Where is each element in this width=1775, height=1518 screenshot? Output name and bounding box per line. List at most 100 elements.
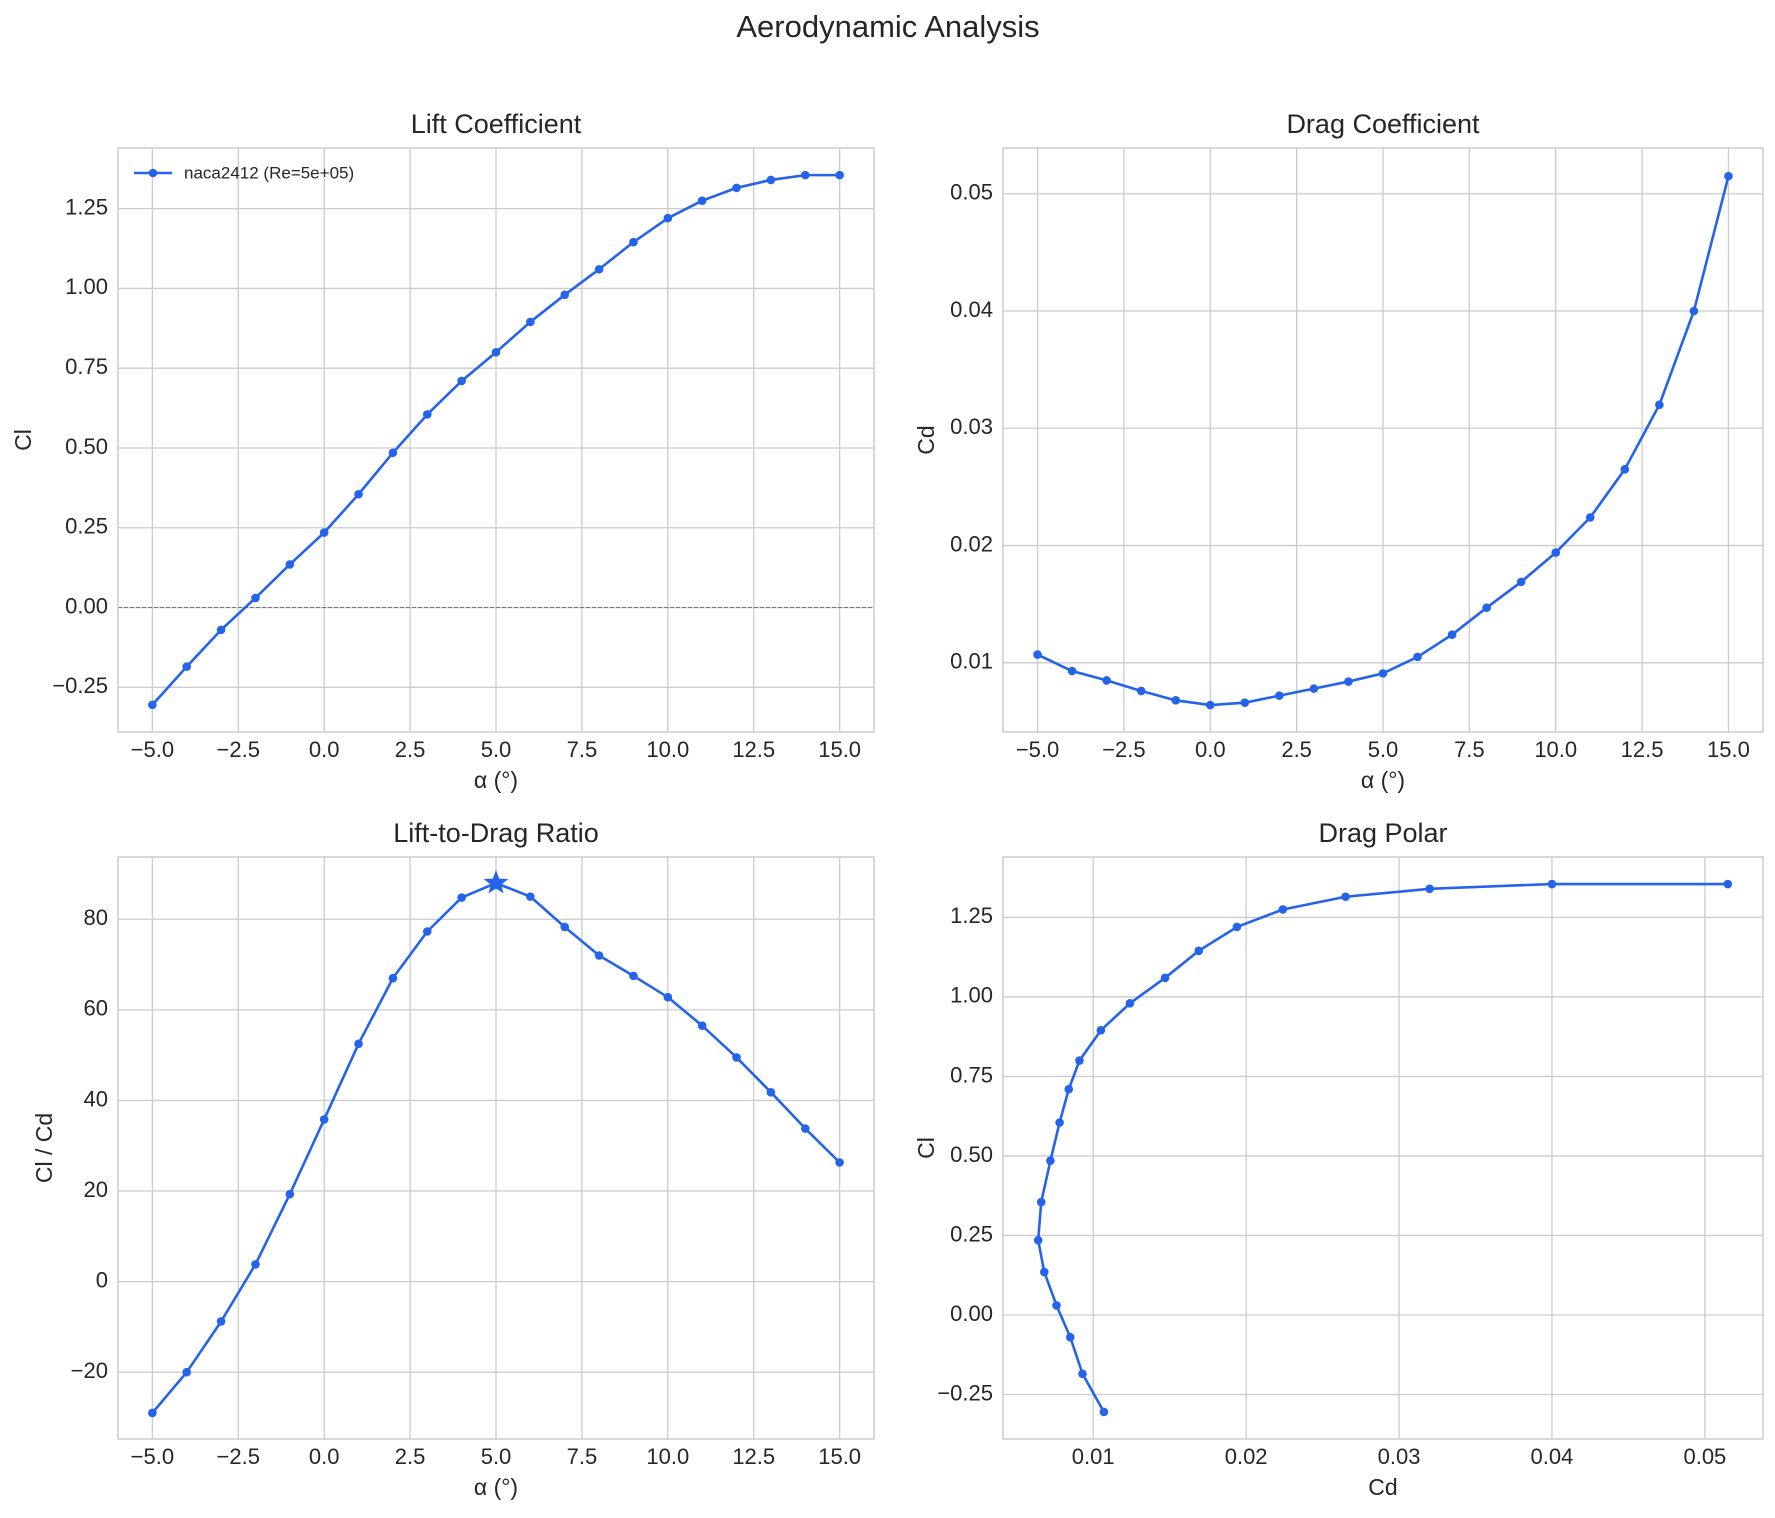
data-point — [319, 1115, 329, 1124]
y-tick-label: 60 — [84, 996, 108, 1021]
data-point — [1723, 879, 1733, 889]
y-tick-label: 1.25 — [950, 903, 993, 928]
data-point — [1689, 306, 1699, 316]
data-point — [354, 489, 363, 499]
data-point — [766, 1087, 776, 1097]
data-point — [697, 196, 707, 205]
data-point — [457, 893, 466, 902]
x-tick-label: 15.0 — [1707, 737, 1750, 762]
data-point — [1378, 669, 1388, 678]
data-point — [1067, 666, 1077, 676]
data-point — [148, 700, 157, 710]
x-axis-label: α (°) — [1361, 767, 1405, 793]
data-point — [1055, 1118, 1064, 1127]
x-tick-label: 0.02 — [1225, 1444, 1268, 1469]
x-tick-label: 5.0 — [1368, 737, 1399, 762]
data-point — [663, 992, 673, 1002]
subplot-title: Drag Polar — [1318, 818, 1447, 848]
y-tick-label: 0.25 — [65, 514, 108, 539]
data-point — [1039, 1267, 1049, 1277]
data-point — [285, 560, 295, 569]
data-point — [1413, 652, 1422, 662]
data-point — [732, 1053, 741, 1062]
y-tick-label: 0.02 — [950, 531, 993, 556]
data-point — [1620, 465, 1630, 474]
y-tick-label: 1.25 — [65, 194, 108, 219]
data-point — [1075, 1056, 1084, 1065]
y-tick-label: 0.00 — [65, 593, 108, 618]
data-point — [835, 170, 844, 180]
data-point — [1275, 691, 1284, 700]
data-point — [1096, 1026, 1106, 1035]
data-point — [1064, 1084, 1074, 1094]
data-point — [1171, 696, 1181, 705]
y-tick-label: 0.04 — [950, 297, 993, 322]
data-point — [251, 593, 260, 603]
data-point — [182, 662, 192, 671]
legend-marker — [148, 168, 158, 178]
y-axis-label: Cd — [913, 425, 939, 454]
data-point — [285, 1189, 295, 1199]
data-point — [1194, 946, 1204, 956]
data-point — [560, 922, 570, 932]
x-tick-label: −2.5 — [1102, 737, 1145, 762]
data-point — [1205, 700, 1215, 710]
data-point — [319, 528, 329, 537]
x-tick-label: 7.5 — [567, 737, 598, 762]
data-point — [1160, 973, 1170, 983]
y-axis-label: Cl — [913, 1137, 939, 1159]
plot-frame — [1002, 856, 1764, 1440]
data-point — [1102, 676, 1111, 685]
data-point — [629, 971, 638, 981]
x-tick-label: −2.5 — [217, 737, 260, 762]
data-point — [1065, 1332, 1075, 1342]
x-tick-label: 12.5 — [732, 737, 775, 762]
y-tick-label: 0 — [96, 1267, 108, 1292]
data-point — [1240, 698, 1250, 707]
subplot-title: Drag Coefficient — [1286, 109, 1480, 139]
x-tick-label: 10.0 — [646, 1444, 689, 1469]
data-point — [457, 376, 466, 386]
data-point — [388, 973, 398, 983]
plot-frame — [117, 856, 875, 1440]
x-tick-label: −2.5 — [217, 1444, 260, 1469]
x-tick-label: 0.05 — [1683, 1444, 1726, 1469]
y-tick-label: −0.25 — [937, 1380, 993, 1405]
data-point — [1447, 630, 1457, 639]
data-point — [1309, 684, 1319, 693]
data-point — [491, 347, 501, 357]
data-point — [766, 175, 776, 185]
y-tick-label: −0.25 — [52, 673, 108, 698]
y-tick-label: 0.50 — [65, 434, 108, 459]
x-tick-label: 0.0 — [309, 737, 340, 762]
data-point — [526, 317, 535, 327]
data-point — [1482, 603, 1491, 612]
y-axis-label: Cl / Cd — [31, 1113, 57, 1183]
y-tick-label: 20 — [84, 1177, 108, 1202]
y-tick-label: 0.75 — [950, 1062, 993, 1087]
y-tick-label: 40 — [84, 1086, 108, 1111]
plot-frame — [1002, 147, 1764, 733]
x-tick-label: 15.0 — [818, 1444, 861, 1469]
subplot-title: Lift Coefficient — [411, 109, 582, 139]
x-tick-label: 7.5 — [1454, 737, 1485, 762]
y-tick-label: 0.25 — [950, 1221, 993, 1246]
y-tick-label: 0.75 — [65, 354, 108, 379]
data-point — [1341, 892, 1350, 902]
data-point — [1036, 1197, 1046, 1207]
data-point — [697, 1021, 707, 1031]
x-axis-label: Cd — [1368, 1474, 1397, 1500]
legend-label: naca2412 (Re=5e+05) — [184, 163, 354, 182]
data-point — [182, 1367, 192, 1377]
plot-frame — [117, 147, 875, 733]
data-point — [1232, 922, 1242, 932]
y-tick-label: −20 — [71, 1358, 108, 1383]
data-point — [1099, 1407, 1109, 1417]
x-tick-label: 0.01 — [1072, 1444, 1115, 1469]
x-tick-label: 5.0 — [481, 737, 512, 762]
data-point — [388, 448, 398, 458]
x-tick-label: 0.0 — [309, 1444, 340, 1469]
x-tick-label: 5.0 — [481, 1444, 512, 1469]
